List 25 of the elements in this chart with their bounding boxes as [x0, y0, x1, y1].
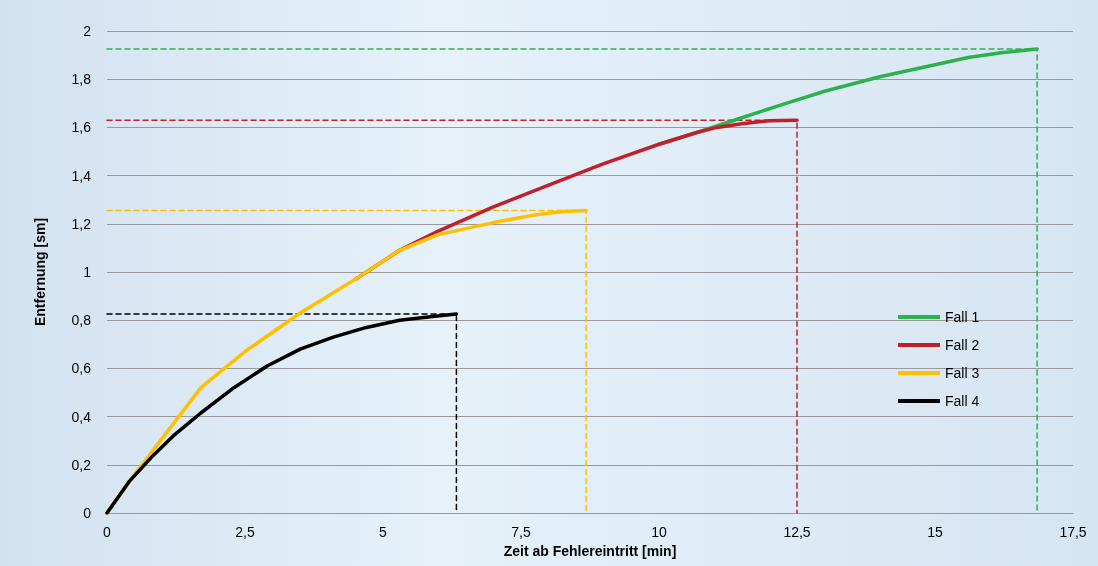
y-tick-label: 0	[83, 505, 92, 521]
y-tick-label: 2	[83, 23, 92, 39]
x-tick-label: 17,5	[1059, 524, 1087, 540]
y-tick-label: 1,4	[71, 167, 92, 184]
x-tick-label: 15	[927, 524, 943, 540]
y-axis-title: Entfernung [sm]	[32, 217, 48, 327]
x-tick-label: 10	[651, 524, 667, 540]
x-tick-label: 12,5	[783, 524, 811, 540]
y-tick-label: 1,8	[71, 71, 92, 88]
y-tick-label: 1,6	[71, 119, 92, 136]
y-tick-label: 0,8	[71, 312, 92, 329]
y-tick-label: 0,6	[71, 360, 92, 377]
y-tick-label: 0,2	[71, 456, 92, 473]
legend-label: Fall 3	[945, 365, 980, 381]
x-tick-label: 5	[379, 524, 388, 540]
x-tick-label: 0	[103, 524, 112, 540]
y-tick-label: 1	[83, 264, 92, 280]
x-tick-label: 7,5	[511, 524, 531, 540]
legend-label: Fall 1	[945, 309, 980, 325]
x-tick-label: 2,5	[235, 524, 255, 540]
legend-label: Fall 2	[945, 337, 980, 353]
legend-label: Fall 4	[945, 393, 980, 409]
x-axis-title: Zeit ab Fehlereintritt [min]	[503, 542, 677, 559]
y-tick-label: 1,2	[71, 215, 92, 232]
y-tick-label: 0,4	[71, 408, 92, 425]
